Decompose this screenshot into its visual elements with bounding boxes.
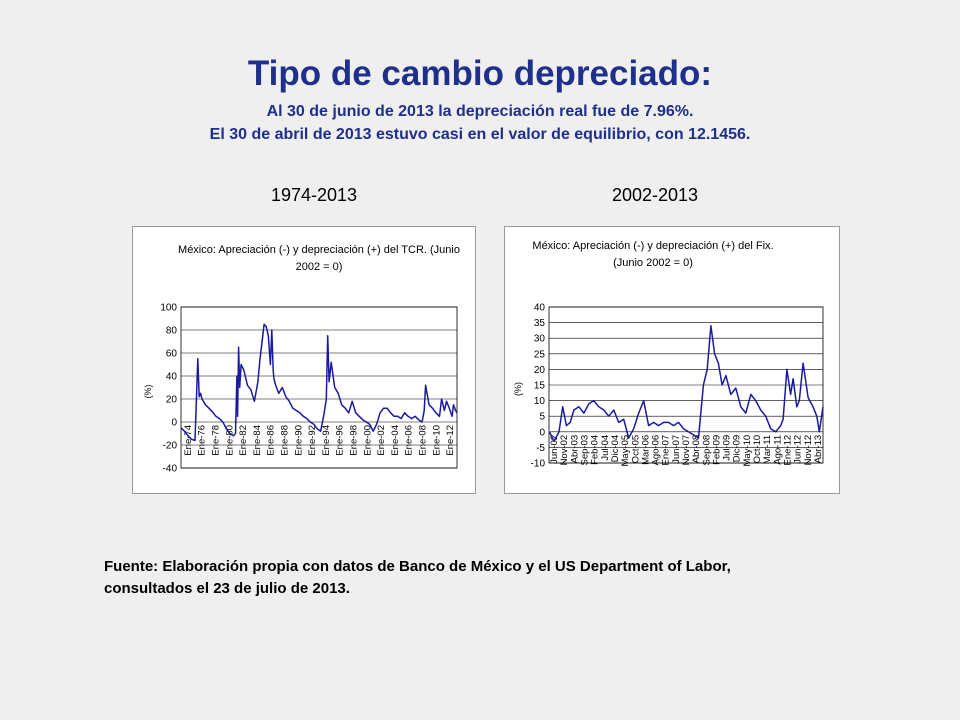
- x-tick-label: Ene-08: [418, 425, 429, 456]
- plot-area: [180, 306, 458, 469]
- x-tick-label: Jun-02: [549, 435, 560, 464]
- y-axis-label: (%): [513, 382, 523, 396]
- x-tick-label: Dic-04: [610, 435, 621, 462]
- y-tick-label: 10: [534, 396, 546, 407]
- x-tick-label: Abr-08: [691, 435, 702, 464]
- x-tick-label: Ene-80: [224, 425, 235, 456]
- y-tick-label: -10: [531, 459, 546, 470]
- x-tick-label: Feb-09: [711, 435, 722, 465]
- x-tick-label: Ene-76: [197, 425, 208, 456]
- y-tick-label: 20: [534, 365, 546, 376]
- y-tick-label: 60: [166, 349, 178, 360]
- x-tick-label: Sep-03: [580, 435, 591, 466]
- x-tick-label: Jun-12: [793, 435, 804, 464]
- series-line: [180, 323, 458, 442]
- x-tick-label: Ene-02: [376, 425, 387, 456]
- x-tick-label: Ene-04: [390, 425, 401, 456]
- y-tick-label: 0: [171, 418, 177, 429]
- x-tick-label: May-05: [620, 435, 631, 467]
- period-label-right: 2002-2013: [611, 185, 699, 205]
- x-tick-label: Mar-06: [640, 435, 651, 465]
- x-tick-label: Ene-00: [362, 425, 373, 456]
- x-tick-label: Sep-08: [701, 435, 712, 466]
- subtitle-depreciation: Al 30 de junio de 2013 la depreciación r…: [266, 103, 694, 120]
- x-tick-label: Ene-82: [238, 425, 249, 456]
- source-line-2: consultados el 23 de julio de 2013.: [104, 580, 350, 597]
- x-tick-label: Oct-10: [752, 435, 763, 464]
- y-tick-label: 40: [534, 303, 546, 314]
- chart-tcr-svg: México: Apreciación (-) y depreciación (…: [143, 244, 460, 475]
- y-tick-label: 35: [534, 318, 546, 329]
- x-tick-label: Ene-90: [293, 425, 304, 456]
- y-tick-label: -20: [163, 441, 178, 452]
- x-tick-label: Ene-10: [431, 425, 442, 456]
- source-note: Fuente: Elaboración propia con datos de …: [104, 556, 904, 600]
- x-tick-label: Ene-12: [782, 435, 793, 466]
- x-tick-label: Abr-03: [569, 435, 580, 464]
- x-tick-label: Nov-07: [681, 435, 692, 466]
- y-tick-label: 5: [539, 412, 545, 423]
- x-tick-label: Ene-74: [183, 425, 194, 456]
- x-tick-label: Nov-12: [803, 435, 814, 466]
- x-tick-label: Feb-04: [590, 435, 601, 465]
- x-tick-label: Ene-06: [404, 425, 415, 456]
- chart-fix-svg: México: Apreciación (-) y depreciación (…: [513, 240, 824, 470]
- page-title: Tipo de cambio depreciado:: [247, 54, 713, 93]
- chart-title-line: 2002 = 0): [296, 261, 343, 273]
- x-tick-label: Ene-98: [349, 425, 360, 456]
- x-tick-label: Oct-05: [630, 435, 641, 464]
- x-tick-label: Ene-78: [211, 425, 222, 456]
- x-tick-label: Abr-13: [813, 435, 824, 464]
- x-tick-label: Ene-12: [445, 425, 456, 456]
- x-tick-label: Mar-11: [762, 435, 773, 464]
- y-tick-label: 15: [534, 381, 546, 392]
- x-tick-label: Jul-09: [722, 435, 733, 461]
- x-tick-label: Jun-07: [671, 435, 682, 464]
- y-tick-label: 100: [160, 303, 177, 314]
- y-tick-label: -5: [536, 443, 545, 454]
- x-tick-label: Ago-11: [772, 435, 783, 465]
- series-line: [548, 324, 824, 442]
- x-tick-label: Ago-06: [651, 435, 662, 466]
- x-tick-label: Ene-94: [321, 425, 332, 456]
- x-tick-label: Jul-04: [600, 435, 611, 461]
- x-tick-label: Ene-92: [307, 425, 318, 456]
- chart-title-line: México: Apreciación (-) y depreciación (…: [532, 240, 773, 252]
- y-tick-label: 80: [166, 326, 178, 337]
- x-tick-label: Ene-07: [661, 435, 672, 466]
- x-tick-label: May-10: [742, 435, 753, 467]
- chart-tcr-1974-2013: México: Apreciación (-) y depreciación (…: [132, 226, 476, 494]
- y-tick-label: -40: [163, 464, 178, 475]
- x-tick-label: Ene-86: [266, 425, 277, 456]
- subtitle-equilibrium: El 30 de abril de 2013 estuvo casi en el…: [209, 126, 751, 143]
- x-tick-label: Ene-88: [280, 425, 291, 456]
- y-tick-label: 0: [539, 427, 545, 438]
- chart-fix-2002-2013: México: Apreciación (-) y depreciación (…: [504, 226, 840, 494]
- x-tick-label: Ene-96: [335, 425, 346, 456]
- y-tick-label: 20: [166, 395, 178, 406]
- y-tick-label: 25: [534, 349, 546, 360]
- y-tick-label: 40: [166, 372, 178, 383]
- x-tick-label: Nov-02: [559, 435, 570, 466]
- x-tick-label: Ene-84: [252, 425, 263, 456]
- period-label-left: 1974-2013: [270, 185, 358, 205]
- x-tick-label: Dic-09: [732, 435, 743, 462]
- source-line-1: Fuente: Elaboración propia con datos de …: [104, 558, 731, 575]
- y-tick-label: 30: [534, 334, 546, 345]
- y-axis-label: (%): [143, 385, 153, 399]
- chart-title-line: México: Apreciación (-) y depreciación (…: [178, 244, 460, 256]
- chart-title-line: (Junio 2002 = 0): [613, 257, 693, 269]
